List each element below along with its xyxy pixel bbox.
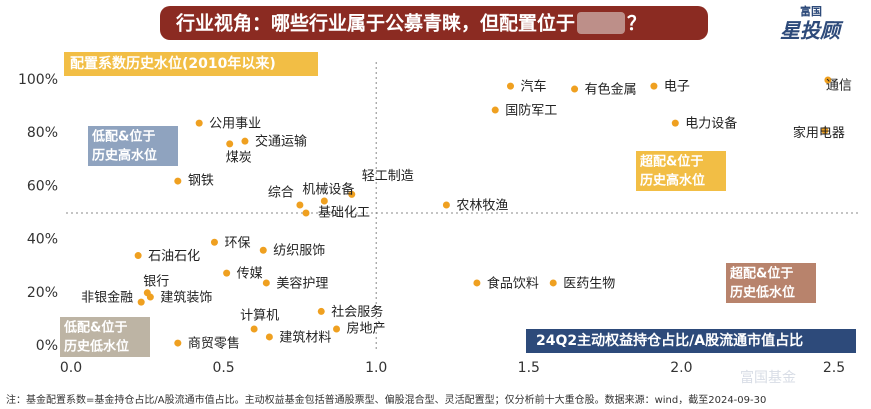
point: [134, 252, 142, 260]
subtitle: 配置系数历史水位(2010年以来): [70, 55, 276, 72]
point: [259, 246, 267, 254]
point-label: 机械设备: [302, 182, 354, 198]
point-label: 房地产: [347, 320, 386, 336]
point-label: 纺织服饰: [273, 244, 325, 259]
point: [491, 106, 499, 114]
point-label: 商贸零售: [188, 336, 240, 352]
point: [671, 119, 679, 127]
point: [226, 140, 234, 148]
point: [571, 85, 579, 93]
quadrant-label: 低配&位于: [63, 320, 127, 336]
quadrant-label: 历史高水位: [640, 173, 705, 189]
x-tick-label: 1.5: [518, 360, 540, 376]
point-label: 医药生物: [563, 276, 615, 291]
quadrant-label: 历史低水位: [730, 285, 795, 301]
point-label: 非银金融: [81, 290, 133, 306]
point: [210, 238, 218, 246]
quadrant-box: [726, 263, 816, 303]
x-label-box: [526, 329, 856, 353]
quadrant-box: [88, 126, 178, 166]
quadrant-label: 历史低水位: [64, 339, 129, 355]
point-label: 社会服务: [331, 304, 383, 320]
point: [506, 82, 514, 90]
point-label: 有色金属: [585, 82, 637, 98]
point-label: 钢铁: [188, 174, 214, 189]
point-label: 电力设备: [685, 116, 737, 132]
point-label: 综合: [268, 186, 294, 201]
point-label: 石油石化: [148, 249, 200, 264]
footnote: 注：基金配置系数=基金持仓占比/A股流通市值占比。主动权益基金包括普通股票型、偏…: [6, 393, 766, 406]
y-tick-label: 0%: [36, 338, 58, 354]
point-label: 银行: [143, 274, 169, 289]
chart-title-end: ？: [627, 13, 646, 35]
quadrant-label: 超配&位于: [640, 154, 703, 170]
blurred-text: [577, 12, 626, 34]
point: [137, 298, 145, 306]
point-label: 美容护理: [276, 275, 328, 291]
title-banner: [160, 6, 708, 40]
point: [473, 279, 481, 287]
point-label: 传媒: [237, 267, 263, 282]
subtitle-box: [64, 52, 318, 76]
point-label: 汽车: [520, 79, 546, 95]
point-label: 农林牧渔: [456, 199, 508, 214]
point: [241, 137, 249, 145]
point: [262, 279, 270, 287]
point-label: 电子: [664, 80, 690, 95]
quadrant-label: 超配&位于: [730, 266, 793, 282]
point-label: 公用事业: [209, 117, 261, 132]
quadrant-box: [60, 317, 150, 357]
point-label: 建筑装饰: [160, 290, 212, 306]
x-tick-label: 1.0: [365, 360, 387, 376]
point-label: 环保: [224, 236, 250, 251]
quadrant-label: 历史高水位: [92, 148, 157, 164]
point: [549, 279, 557, 287]
chart-title: 行业视角：哪些行业属于公募青睐，但配置位于: [175, 12, 575, 35]
y-tick-label: 40%: [27, 232, 58, 248]
x-tick-label: 2.5: [823, 360, 845, 376]
logo: 星投顾: [780, 19, 844, 43]
point: [302, 209, 310, 217]
quadrant-label: 低配&位于: [91, 129, 155, 145]
point-label: 建筑材料: [279, 329, 331, 345]
point-label: 国防军工: [505, 103, 557, 119]
logo-small: 富国: [800, 4, 822, 18]
point: [174, 177, 182, 185]
point: [650, 82, 658, 90]
point-label: 轻工制造: [362, 169, 414, 184]
y-tick-label: 20%: [27, 285, 58, 301]
y-tick-label: 60%: [27, 178, 58, 194]
point: [146, 293, 154, 301]
x-tick-label: 0.5: [212, 360, 234, 376]
point-label: 通信: [826, 79, 852, 94]
point-label: 家用电器: [793, 125, 845, 141]
x-axis-label: 24Q2主动权益持仓占比/A股流通市值占比: [536, 332, 803, 349]
point: [320, 197, 328, 205]
quadrant-box: [636, 151, 726, 191]
point: [265, 333, 273, 341]
point: [824, 76, 832, 84]
y-tick-label: 80%: [27, 125, 58, 141]
point: [821, 127, 829, 135]
point-label: 计算机: [240, 308, 279, 323]
point-label: 煤炭: [226, 150, 252, 165]
point: [223, 269, 231, 277]
point: [317, 307, 325, 315]
point: [333, 325, 341, 333]
x-tick-label: 0.0: [60, 360, 82, 376]
watermark: 富国基金: [740, 369, 796, 386]
y-tick-label: 100%: [18, 72, 58, 88]
point-label: 食品饮料: [487, 275, 539, 291]
point: [296, 201, 304, 209]
point: [442, 201, 450, 209]
point: [174, 339, 182, 347]
x-tick-label: 2.0: [670, 360, 692, 376]
point-label: 基础化工: [318, 206, 370, 221]
point: [348, 190, 356, 198]
point: [250, 325, 258, 333]
point-label: 交通运输: [255, 134, 307, 150]
point: [195, 119, 203, 127]
